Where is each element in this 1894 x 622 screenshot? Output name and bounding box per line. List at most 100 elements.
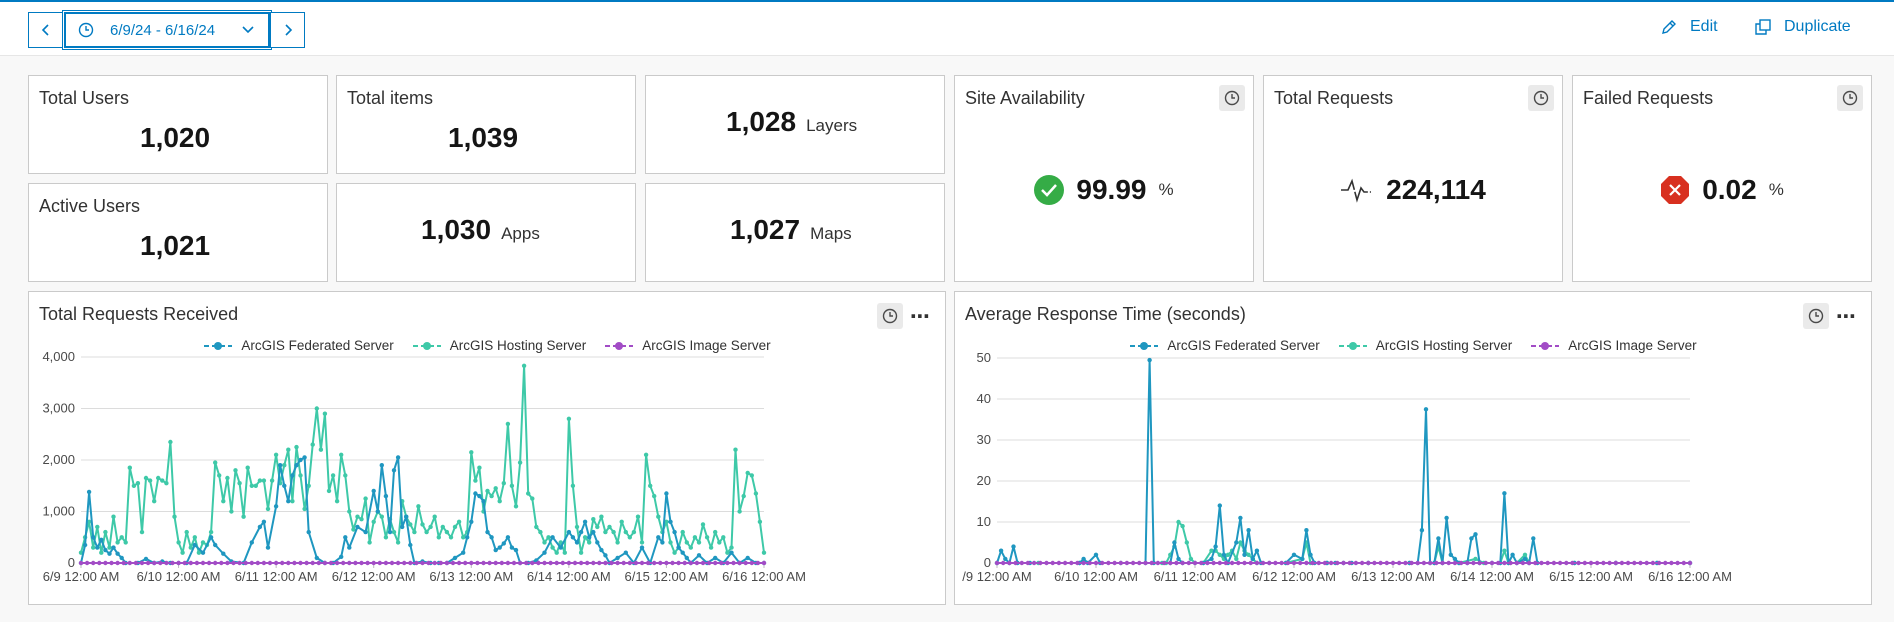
legend-label: ArcGIS Hosting Server (449, 338, 587, 353)
legend-item[interactable]: ArcGIS Hosting Server (1338, 338, 1512, 353)
data-point (1545, 560, 1550, 566)
data-point (1335, 560, 1340, 566)
data-point (1353, 560, 1359, 566)
data-point (623, 529, 628, 535)
data-point (1100, 560, 1105, 566)
legend-item[interactable]: ArcGIS Federated Server (203, 338, 394, 353)
data-point (1199, 560, 1204, 566)
data-point (692, 535, 698, 540)
more-icon: ⋯ (1836, 306, 1857, 328)
data-point (493, 560, 498, 566)
data-point (438, 560, 443, 566)
data-point (91, 560, 96, 566)
previous-range-button[interactable] (28, 12, 63, 48)
data-point (371, 488, 376, 494)
data-point (139, 529, 145, 535)
x-tick-label: 6/11 12:00 AM (1154, 569, 1237, 584)
data-point (432, 560, 437, 566)
data-point (379, 463, 384, 468)
chart-title: Total Requests Received (39, 304, 239, 324)
data-point (603, 529, 608, 535)
data-point (1322, 560, 1328, 566)
data-point (737, 560, 742, 566)
next-range-button[interactable] (270, 12, 305, 48)
data-point (619, 519, 624, 524)
y-tick-label: 4,000 (42, 349, 75, 364)
data-point (721, 535, 726, 540)
data-point (1217, 503, 1222, 508)
data-point (298, 560, 303, 566)
legend-item[interactable]: ArcGIS Image Server (1530, 338, 1697, 353)
legend-item[interactable]: ArcGIS Image Server (604, 338, 771, 353)
refresh-schedule-button[interactable] (1837, 85, 1863, 111)
data-point (334, 499, 340, 504)
card-label: Site Availability (965, 88, 1085, 108)
x-tick-label: /9 12:00 AM (962, 569, 1031, 584)
refresh-schedule-button[interactable] (877, 303, 903, 329)
refresh-schedule-button[interactable] (1219, 85, 1245, 111)
data-point (1001, 560, 1006, 566)
data-point (700, 560, 706, 566)
data-point (310, 442, 315, 447)
data-point (255, 560, 260, 566)
data-point (91, 535, 96, 540)
refresh-schedule-button[interactable] (1803, 303, 1829, 329)
data-point (680, 550, 685, 555)
data-point (1522, 556, 1528, 562)
data-point (713, 560, 718, 566)
data-point (400, 524, 405, 530)
data-point (1211, 560, 1216, 566)
data-point (521, 363, 527, 368)
data-point (208, 529, 214, 535)
data-point (554, 560, 559, 566)
data-point (253, 483, 258, 488)
data-point (95, 524, 100, 530)
data-point (1372, 560, 1377, 566)
date-range-picker[interactable]: 6/9/24 - 6/16/24 (62, 10, 272, 50)
data-point (82, 542, 88, 548)
legend-item[interactable]: ArcGIS Federated Server (1129, 338, 1320, 353)
total-users-value: 1,020 (140, 122, 211, 153)
data-point (526, 491, 531, 496)
data-point (487, 560, 492, 566)
data-point (672, 529, 677, 535)
series-line (997, 521, 1690, 564)
data-point (176, 560, 181, 566)
data-point (294, 463, 299, 468)
data-point (1254, 560, 1260, 566)
data-point (282, 483, 287, 488)
data-point (1539, 560, 1544, 566)
data-point (304, 560, 309, 566)
total-requests-chart[interactable]: 0 1,000 2,000 3,000 4,000 6/9 12:00 AM 6/10 12… (29, 292, 945, 604)
legend-item[interactable]: ArcGIS Hosting Server (412, 338, 587, 353)
y-tick-label: 1,000 (42, 504, 75, 519)
data-point (1403, 560, 1408, 566)
data-point (656, 535, 661, 540)
edit-button[interactable]: Edit (1660, 18, 1718, 36)
data-point (1011, 544, 1016, 549)
data-point (139, 560, 145, 566)
data-point (1308, 552, 1313, 557)
refresh-schedule-button[interactable] (1528, 85, 1554, 111)
response-time-chart[interactable]: 0 10 20 30 40 50/9 12:00 AM 6/10 12:00 AM 6/11 … (955, 292, 1871, 604)
data-point (534, 524, 539, 530)
data-point (1003, 556, 1008, 562)
data-point (719, 560, 724, 566)
data-point (463, 560, 468, 566)
more-options-button[interactable]: ⋯ (910, 304, 931, 329)
data-point (1328, 560, 1334, 566)
data-point (86, 489, 92, 495)
active-users-card: Active Users 1,021 (28, 183, 328, 282)
data-point (554, 550, 559, 555)
data-point (412, 529, 417, 535)
date-range-text: 6/9/24 - 6/16/24 (110, 21, 216, 39)
x-tick-label: 6/16 12:00 AM (722, 569, 806, 584)
more-options-button[interactable]: ⋯ (1836, 304, 1857, 329)
duplicate-button[interactable]: Duplicate (1754, 18, 1851, 36)
data-point (237, 560, 242, 566)
data-point (379, 514, 384, 519)
data-point (428, 524, 433, 530)
data-point (631, 529, 637, 535)
y-tick-label: 30 (977, 432, 991, 447)
data-point (998, 548, 1004, 553)
